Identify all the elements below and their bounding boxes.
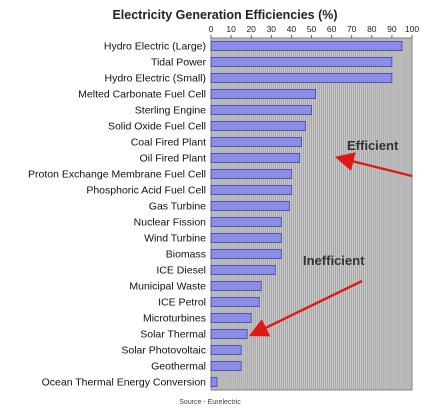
x-tick-label: 30	[267, 24, 277, 34]
bar	[210, 41, 403, 51]
category-label: Melted Carbonate Fuel Cell	[78, 89, 206, 101]
bar	[210, 233, 282, 243]
bar	[210, 377, 218, 387]
category-label: Oil Fired Plant	[139, 153, 206, 165]
category-label: Ocean Thermal Energy Conversion	[42, 377, 207, 389]
x-axis-ticks: 0 10 20 30 40 50 60 70 80 90 100	[209, 24, 419, 38]
category-label: Solid Oxide Fuel Cell	[108, 121, 206, 133]
category-label: Tidal Power	[151, 57, 207, 69]
x-tick-label: 10	[226, 24, 236, 34]
bar	[210, 73, 393, 83]
category-label: Nuclear Fission	[134, 217, 207, 229]
x-tick-label: 40	[287, 24, 297, 34]
bar	[210, 137, 302, 147]
annotation-label: Efficient	[347, 138, 399, 153]
category-label: Biomass	[166, 249, 206, 261]
bar	[210, 169, 292, 179]
x-tick-label: 70	[347, 24, 357, 34]
bar	[210, 297, 260, 307]
x-tick-label: 100	[405, 24, 419, 34]
x-tick-label: 60	[327, 24, 337, 34]
annotation-label: Inefficient	[303, 253, 365, 268]
bar	[210, 217, 282, 227]
bar	[210, 201, 290, 211]
category-label: Hydro Electric (Small)	[104, 73, 206, 85]
bar	[210, 57, 393, 67]
category-label: ICE Diesel	[156, 265, 206, 277]
category-labels: Hydro Electric (Large) Tidal Power Hydro E…	[28, 41, 207, 389]
x-tick-label: 50	[307, 24, 317, 34]
x-tick-label: 80	[367, 24, 377, 34]
category-label: Municipal Waste	[129, 281, 206, 293]
x-tick-label: 20	[246, 24, 256, 34]
bar	[210, 249, 282, 259]
annotation-arrow	[334, 152, 413, 178]
bar	[210, 281, 262, 291]
category-label: Solar Photovoltaic	[121, 345, 206, 357]
x-tick-label: 90	[387, 24, 397, 34]
source-note: Source - Eurelectric	[179, 399, 241, 406]
bar	[210, 185, 292, 195]
bar	[210, 313, 252, 323]
bars	[210, 41, 403, 387]
x-tick-label: 0	[209, 24, 214, 34]
bar	[210, 105, 312, 115]
category-label: Solar Thermal	[140, 329, 206, 341]
category-label: Sterling Engine	[135, 105, 206, 117]
bar	[210, 89, 316, 99]
category-label: Coal Fired Plant	[131, 137, 206, 149]
category-label: ICE Petrol	[158, 297, 206, 309]
category-label: Microturbines	[143, 313, 206, 325]
annotation-arrow	[248, 279, 363, 337]
bar	[210, 153, 300, 163]
bar	[210, 329, 248, 339]
category-label: Wind Turbine	[144, 233, 206, 245]
bar	[210, 265, 276, 275]
category-label: Hydro Electric (Large)	[104, 41, 206, 53]
annotations: Efficient Inefficient	[248, 138, 413, 337]
bar	[210, 345, 242, 355]
category-label: Gas Turbine	[149, 201, 206, 213]
category-label: Proton Exchange Membrane Fuel Cell	[28, 169, 206, 181]
chart-title: Electricity Generation Efficiencies (%)	[112, 8, 337, 22]
bar	[210, 121, 306, 131]
category-label: Geothermal	[151, 361, 206, 373]
bar	[210, 361, 242, 371]
category-label: Phosphoric Acid Fuel Cell	[86, 185, 206, 197]
